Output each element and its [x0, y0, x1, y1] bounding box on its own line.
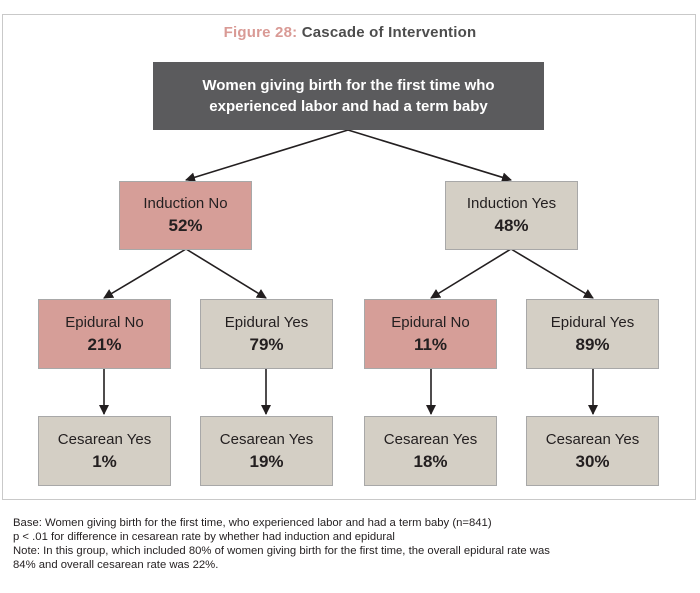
epidural-yes-label-2: Epidural Yes — [550, 313, 635, 331]
epidural-yes-box-1: Epidural Yes 79% — [200, 299, 333, 369]
induction-no-percent: 52% — [168, 216, 203, 235]
arrow-induction-no-to-epidural-no — [103, 248, 187, 299]
cesarean-box-4: Cesarean Yes 30% — [526, 416, 659, 486]
induction-yes-percent: 48% — [494, 216, 529, 235]
cesarean-label-2: Cesarean Yes — [219, 430, 314, 448]
arrow-induction-yes-to-epidural-yes — [510, 248, 594, 299]
figure-frame — [2, 14, 696, 500]
figure-name: Cascade of Intervention — [301, 24, 477, 41]
root-population-text: Women giving birth for the first time wh… — [202, 77, 495, 115]
cesarean-box-1: Cesarean Yes 1% — [38, 416, 171, 486]
root-population-box: Women giving birth for the first time wh… — [153, 62, 544, 130]
cesarean-label-4: Cesarean Yes — [545, 430, 640, 448]
induction-no-label: Induction No — [143, 195, 228, 212]
figure-title: Figure 28: Cascade of Intervention — [0, 24, 700, 41]
epidural-yes-label-1: Epidural Yes — [224, 313, 309, 331]
epidural-yes-box-2: Epidural Yes 89% — [526, 299, 659, 369]
arrow-induction-yes-to-epidural-no — [430, 248, 512, 299]
significance-note: p < .01 for difference in cesarean rate … — [13, 531, 395, 543]
footnotes: Base: Women giving birth for the first t… — [13, 516, 693, 572]
cesarean-percent-4: 30% — [575, 451, 610, 471]
epidural-yes-percent-1: 79% — [249, 334, 284, 354]
overall-note-line-1: Note: In this group, which included 80% … — [13, 545, 550, 557]
overall-note-line-2: 84% and overall cesarean rate was 22%. — [13, 559, 219, 571]
cesarean-percent-3: 18% — [413, 451, 448, 471]
epidural-no-percent-2: 11% — [413, 334, 448, 354]
induction-yes-box: Induction Yes 48% — [445, 181, 578, 250]
figure-number: Figure 28: — [223, 24, 298, 41]
cesarean-percent-2: 19% — [249, 451, 284, 471]
epidural-no-box-1: Epidural No 21% — [38, 299, 171, 369]
cesarean-percent-1: 1% — [92, 451, 117, 471]
epidural-no-label-1: Epidural No — [65, 313, 144, 331]
cesarean-label-1: Cesarean Yes — [57, 430, 152, 448]
arrow-induction-no-to-epidural-yes — [185, 248, 267, 299]
base-note: Base: Women giving birth for the first t… — [13, 517, 492, 529]
induction-yes-label: Induction Yes — [466, 195, 557, 212]
epidural-no-label-2: Epidural No — [391, 313, 470, 331]
arrow-root-to-induction-yes — [347, 129, 512, 183]
induction-no-box: Induction No 52% — [119, 181, 252, 250]
epidural-yes-percent-2: 89% — [575, 334, 610, 354]
cesarean-box-3: Cesarean Yes 18% — [364, 416, 497, 486]
cesarean-box-2: Cesarean Yes 19% — [200, 416, 333, 486]
epidural-no-box-2: Epidural No 11% — [364, 299, 497, 369]
arrow-root-to-induction-no — [185, 129, 349, 183]
epidural-no-percent-1: 21% — [87, 334, 122, 354]
cesarean-label-3: Cesarean Yes — [383, 430, 478, 448]
